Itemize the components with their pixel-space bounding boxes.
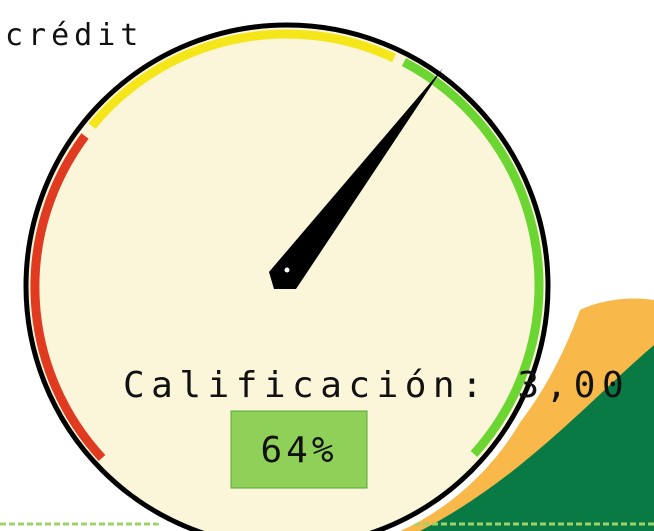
- pivot: [284, 267, 290, 273]
- gauge-halo: [17, 16, 557, 531]
- gauge-label: Calificación: 3,00: [123, 365, 630, 406]
- needle: [269, 68, 443, 289]
- yellow-zone: [88, 29, 396, 129]
- green-zone: [401, 58, 544, 458]
- header-text: crédit: [5, 18, 143, 53]
- percent-box: [230, 410, 368, 489]
- percent-text: 64%: [260, 430, 337, 471]
- red-zone: [30, 133, 106, 462]
- green-shape: [420, 345, 654, 531]
